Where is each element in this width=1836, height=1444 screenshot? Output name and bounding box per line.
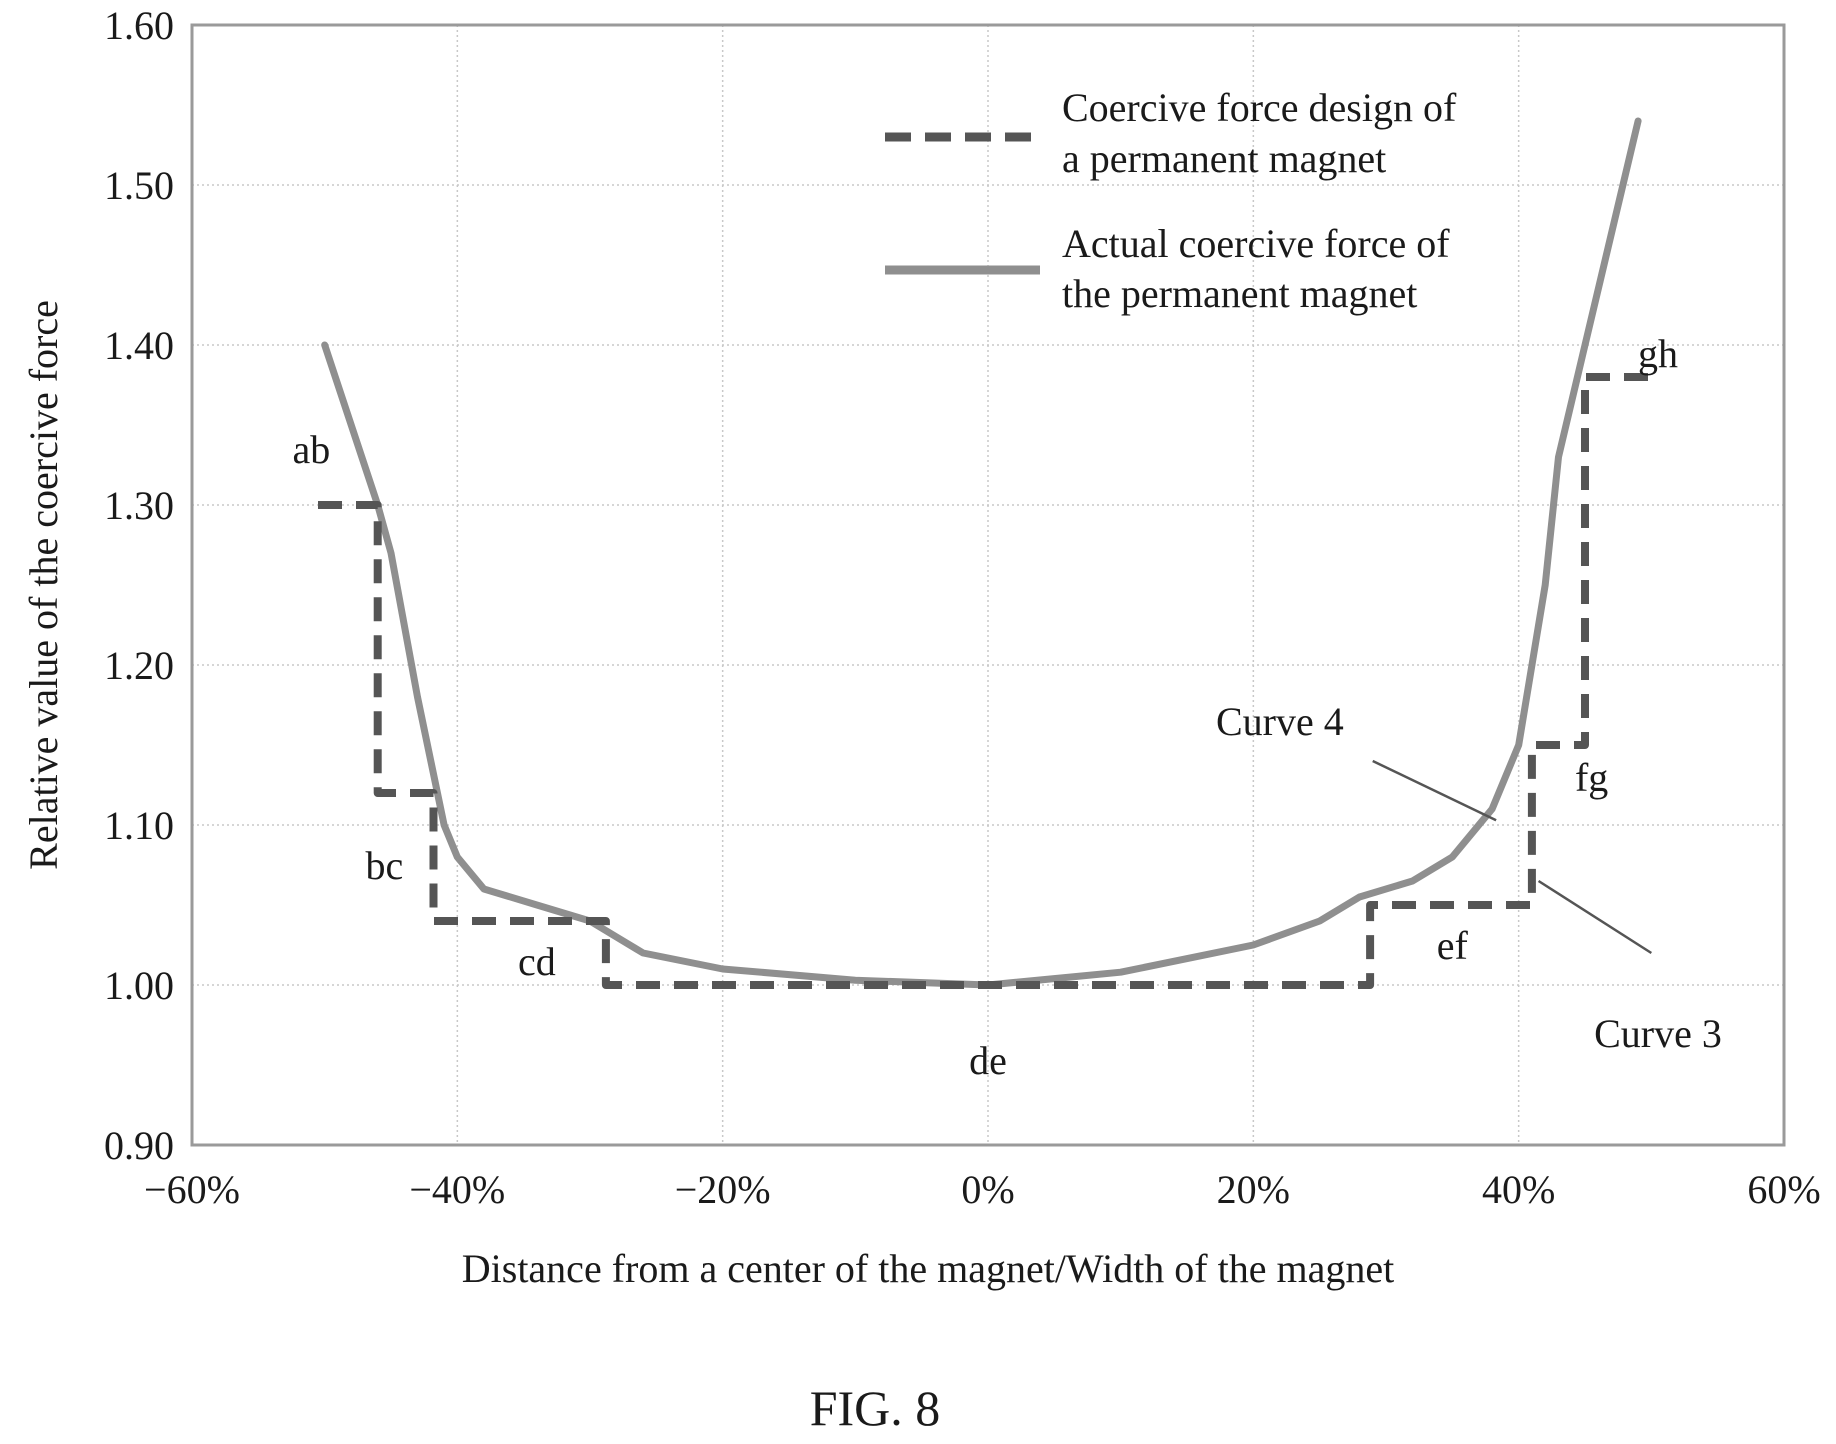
figure-caption: FIG. 8 (810, 1380, 941, 1436)
annotation-labels: ab bc cd de ef fg gh Curve 4 Curve 3 (293, 331, 1722, 1083)
x-tick-label: −20% (675, 1167, 771, 1212)
y-tick-labels: 0.90 1.00 1.10 1.20 1.30 1.40 1.50 1.60 (104, 3, 174, 1168)
x-tick-label: 60% (1747, 1167, 1820, 1212)
annotation-curve-4: Curve 4 (1216, 699, 1344, 744)
annotation-gh: gh (1638, 331, 1678, 376)
y-tick-label: 1.40 (104, 323, 174, 368)
legend-label-design-line2: a permanent magnet (1062, 136, 1386, 181)
legend-label-design-line1: Coercive force design of (1062, 85, 1457, 130)
y-tick-label: 0.90 (104, 1123, 174, 1168)
leader-line (1372, 759, 1497, 822)
annotation-curve-3: Curve 3 (1594, 1011, 1722, 1056)
y-tick-label: 1.10 (104, 803, 174, 848)
x-tick-label: 40% (1482, 1167, 1555, 1212)
y-tick-label: 1.30 (104, 483, 174, 528)
annotation-ef: ef (1437, 923, 1469, 968)
annotation-fg: fg (1575, 755, 1608, 800)
leader-line (1537, 879, 1653, 955)
legend-label-actual-line1: Actual coercive force of (1062, 221, 1450, 266)
series-design-line (318, 373, 1652, 989)
y-axis-label: Relative value of the coercive force (21, 300, 66, 870)
plot-frame (190, 23, 1786, 1147)
x-tick-label: −40% (409, 1167, 505, 1212)
leader-lines (1372, 759, 1653, 955)
y-tick-label: 1.50 (104, 163, 174, 208)
x-tick-label: −60% (144, 1167, 240, 1212)
x-axis-label: Distance from a center of the magnet/Wid… (462, 1246, 1394, 1291)
y-tick-label: 1.20 (104, 643, 174, 688)
y-tick-label: 1.00 (104, 963, 174, 1008)
x-tick-label: 0% (961, 1167, 1014, 1212)
annotation-de: de (969, 1038, 1007, 1083)
legend-label-actual-line2: the permanent magnet (1062, 271, 1417, 316)
annotation-cd: cd (518, 939, 556, 984)
x-tick-label: 20% (1217, 1167, 1290, 1212)
x-tick-labels: −60% −40% −20% 0% 20% 40% 60% (144, 1167, 1821, 1212)
annotation-ab: ab (293, 427, 331, 472)
legend: Coercive force design of a permanent mag… (885, 85, 1457, 316)
series-layer (318, 117, 1652, 989)
y-tick-label: 1.60 (104, 3, 174, 48)
annotation-bc: bc (365, 843, 403, 888)
